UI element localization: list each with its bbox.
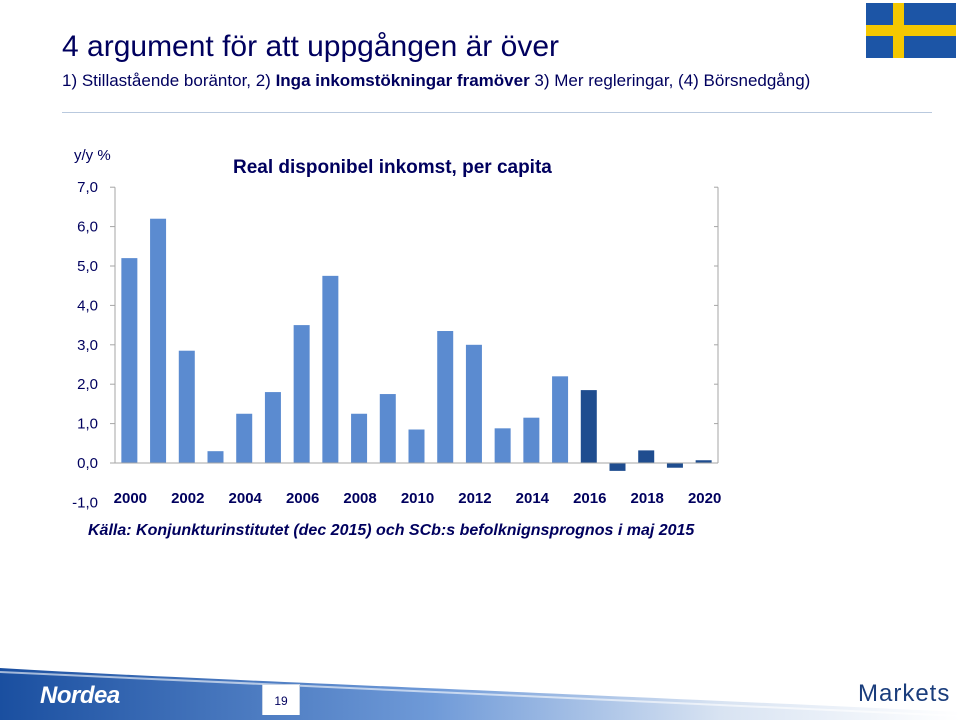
bar-chart: Real disponibel inkomst, per capita y/y %… <box>72 147 721 511</box>
bar-2005 <box>264 392 281 463</box>
x-tick-label: 2016 <box>573 490 606 507</box>
bar-2017 <box>609 463 626 471</box>
bar-2009 <box>379 394 396 463</box>
markets-logo: Markets <box>858 680 951 707</box>
bar-2000 <box>121 258 138 463</box>
subtitle-part: 3) Mer regleringar, (4) Börsnedgång) <box>529 71 811 90</box>
x-tick-label: 2008 <box>343 490 376 507</box>
bar-2006 <box>293 325 310 463</box>
slide-subtitle: 1) Stillastående boräntor, 2) Inga inkom… <box>62 71 810 91</box>
bar-2002 <box>178 350 195 463</box>
bar-2020 <box>695 460 712 463</box>
bar-2014 <box>523 417 540 463</box>
page-number: 19 <box>262 684 300 715</box>
footer-band <box>0 668 960 720</box>
y-tick-label: 4,0 <box>77 297 98 314</box>
bar-2018 <box>638 450 655 463</box>
bar-2011 <box>437 331 454 463</box>
y-tick-label: 1,0 <box>77 416 98 433</box>
y-tick-label: -1,0 <box>72 494 98 511</box>
y-tick-label: 0,0 <box>77 455 98 472</box>
slide-title: 4 argument för att uppgången är över <box>62 30 559 63</box>
bar-2015 <box>552 376 569 463</box>
x-tick-label: 2002 <box>171 490 204 507</box>
x-tick-label: 2014 <box>516 490 550 507</box>
x-tick-label: 2004 <box>229 490 263 507</box>
source-note: Källa: Konjunkturinstitutet (dec 2015) o… <box>88 522 695 539</box>
x-tick-label: 2020 <box>688 490 721 507</box>
bar-2003 <box>207 451 224 463</box>
y-tick-label: 2,0 <box>77 376 98 393</box>
x-tick-label: 2012 <box>458 490 491 507</box>
y-tick-label: 5,0 <box>77 258 98 275</box>
x-tick-label: 2000 <box>114 490 147 507</box>
nordea-logo-icon: Nordea <box>40 682 120 709</box>
subtitle-part: 1) Stillastående boräntor, 2) <box>62 71 276 90</box>
bar-2008 <box>351 413 368 463</box>
x-tick-label: 2010 <box>401 490 434 507</box>
y-tick-label: 6,0 <box>77 219 98 236</box>
x-tick-label: 2006 <box>286 490 319 507</box>
title-divider <box>62 112 932 113</box>
bar-2001 <box>150 218 167 463</box>
y-tick-label: 3,0 <box>77 337 98 354</box>
y-axis-label: y/y % <box>74 147 111 164</box>
bar-2016 <box>580 390 597 463</box>
bar-2010 <box>408 429 425 463</box>
bar-2007 <box>322 275 339 463</box>
bar-2019 <box>666 463 683 468</box>
chart-title: Real disponibel inkomst, per capita <box>233 157 552 178</box>
y-tick-label: 7,0 <box>77 179 98 196</box>
bar-2012 <box>465 344 482 463</box>
bar-2013 <box>494 428 511 463</box>
x-tick-label: 2018 <box>631 490 664 507</box>
swedish-flag-icon <box>866 3 956 58</box>
subtitle-part: Inga inkomstökningar framöver <box>275 71 530 90</box>
bar-2004 <box>236 413 253 463</box>
